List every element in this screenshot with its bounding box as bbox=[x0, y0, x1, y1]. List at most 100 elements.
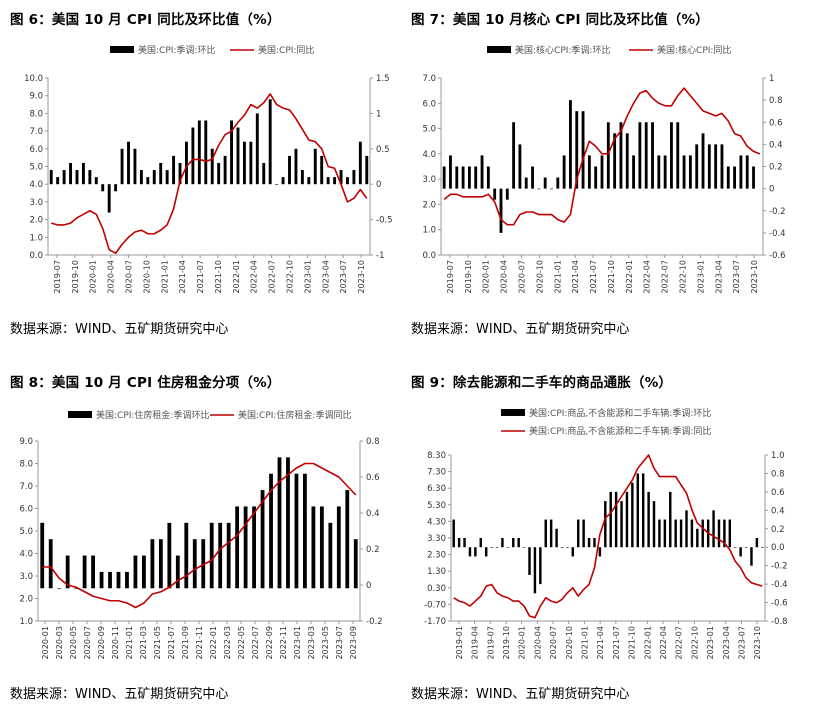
tick-label-x: 2022-11 bbox=[279, 626, 288, 659]
tick-label-x: 2022-05 bbox=[237, 626, 246, 659]
chart-fig7: 美国:核心CPI:季调:环比 美国:核心CPI:同比 0.0 1.0 2.0 3.0 4.0… bbox=[422, 44, 786, 293]
tick-label-x: 2022-04 bbox=[250, 260, 259, 293]
tick-label-x: 2020-11 bbox=[111, 626, 120, 659]
bar bbox=[269, 473, 273, 589]
tick-label-x: 2021-04 bbox=[596, 626, 605, 659]
tick-label-left: 9.0 bbox=[29, 92, 43, 102]
tick-label-right: 0.2 bbox=[366, 545, 380, 555]
bar bbox=[74, 588, 79, 589]
bar bbox=[339, 170, 343, 185]
tick-label-right: 0.8 bbox=[769, 96, 783, 106]
bar bbox=[522, 547, 526, 548]
tick-label-x: 2021-01 bbox=[580, 626, 589, 659]
tick-label-left: 6.30 bbox=[427, 484, 446, 494]
bar bbox=[625, 133, 629, 189]
bar bbox=[268, 99, 272, 185]
tick-label-x: 2022-09 bbox=[265, 626, 274, 659]
tick-label-left: 7.0 bbox=[19, 482, 33, 492]
bar bbox=[81, 162, 85, 185]
chart-panel-fig9: 图 9：除去能源和二手车的商品通胀（%） 美国:CPI:商品,不含能源和二手车辆… bbox=[411, 355, 821, 710]
series-line bbox=[443, 87, 761, 226]
bar bbox=[133, 555, 138, 589]
bar bbox=[490, 547, 493, 548]
bar bbox=[218, 522, 223, 589]
tick-label-x: 2022-04 bbox=[643, 260, 652, 293]
tick-label-left: 2.0 bbox=[29, 216, 43, 226]
bar bbox=[345, 490, 350, 589]
bar bbox=[652, 501, 656, 548]
tick-label-x: 2023-01 bbox=[696, 260, 705, 293]
tick-label-left: 2.30 bbox=[427, 551, 446, 561]
bar bbox=[328, 522, 333, 589]
tick-label-right: 0 bbox=[376, 180, 381, 190]
bar bbox=[125, 571, 129, 589]
tick-label-x: 2020-10 bbox=[142, 260, 151, 293]
bar bbox=[127, 141, 130, 185]
tick-label-x: 2023-10 bbox=[753, 626, 762, 659]
tick-label-x: 2021-10 bbox=[628, 626, 637, 659]
bar bbox=[560, 547, 564, 548]
bar bbox=[252, 506, 256, 589]
chart-fig6: 美国:CPI:季调:环比 美国:CPI:同比 0.0 1.0 2.0 3.0 4.0 5.0 6… bbox=[24, 44, 393, 293]
tick-label-left: 0.0 bbox=[29, 251, 43, 261]
bar bbox=[57, 588, 62, 589]
tick-label-x: 2022-07 bbox=[251, 626, 260, 659]
bar bbox=[543, 177, 547, 189]
tick-label-left: 7.30 bbox=[427, 468, 446, 478]
tick-label-right: 1 bbox=[376, 109, 381, 119]
bar bbox=[688, 155, 692, 189]
bar bbox=[165, 170, 169, 185]
bar bbox=[726, 166, 730, 189]
tick-label-left: 1.30 bbox=[427, 567, 446, 577]
bar bbox=[210, 148, 214, 185]
tick-label-right: -0.6 bbox=[771, 599, 788, 609]
bar bbox=[587, 538, 591, 548]
tick-label-x: 2020-10 bbox=[535, 260, 544, 293]
legend-swatch-bar bbox=[68, 411, 92, 418]
bar bbox=[99, 571, 104, 589]
bar bbox=[495, 547, 499, 548]
bar bbox=[313, 148, 317, 185]
tick-label-x: 2023-04 bbox=[714, 260, 723, 293]
chart-panel-fig6: 图 6：美国 10 月 CPI 同比及环比值（%） 美国:CPI:季调:环比 美国… bbox=[10, 0, 420, 355]
tick-label-x: 2023-05 bbox=[321, 626, 330, 659]
bar bbox=[663, 155, 667, 189]
legend-label-bar: 美国:CPI:住房租金:季调环比 bbox=[96, 409, 209, 421]
bar bbox=[739, 155, 743, 189]
bar bbox=[569, 100, 572, 189]
tick-label-left: 5.0 bbox=[29, 163, 43, 173]
series-line bbox=[51, 93, 368, 255]
bar bbox=[294, 148, 298, 185]
bar bbox=[474, 547, 477, 557]
tick-label-right: -0.6 bbox=[769, 251, 786, 261]
bar bbox=[172, 155, 176, 185]
bar bbox=[644, 122, 648, 189]
tick-label-x: 2023-07 bbox=[737, 626, 746, 659]
bar bbox=[262, 162, 266, 185]
bar bbox=[479, 538, 482, 548]
bar bbox=[647, 491, 650, 548]
tick-label-x: 2023-01 bbox=[293, 626, 302, 659]
bar bbox=[555, 528, 558, 548]
chart-title: 图 9：除去能源和二手车的商品通胀（%） bbox=[411, 375, 673, 391]
tick-label-right: -0.4 bbox=[769, 229, 786, 239]
bar bbox=[613, 133, 617, 189]
bar bbox=[142, 555, 146, 589]
tick-label-right: 0.8 bbox=[366, 437, 380, 447]
series-line bbox=[42, 462, 357, 609]
tick-label-left: 3.0 bbox=[29, 198, 43, 208]
bar bbox=[632, 155, 635, 189]
tick-label-right: -0.2 bbox=[769, 207, 786, 217]
legend-label-line: 美国:CPI:同比 bbox=[258, 44, 314, 56]
tick-label-right: 0.2 bbox=[769, 163, 783, 173]
tick-label-x: 2019-10 bbox=[502, 626, 511, 659]
bar bbox=[65, 555, 70, 589]
bar bbox=[158, 539, 163, 589]
tick-label-x: 2023-01 bbox=[303, 260, 312, 293]
tick-label-right: -0.2 bbox=[771, 562, 788, 572]
legend-label-bar: 美国:CPI:季调:环比 bbox=[138, 44, 215, 56]
bar bbox=[549, 519, 553, 548]
bar bbox=[679, 519, 683, 548]
bar bbox=[197, 120, 201, 185]
tick-label-x: 2021-01 bbox=[125, 626, 134, 659]
